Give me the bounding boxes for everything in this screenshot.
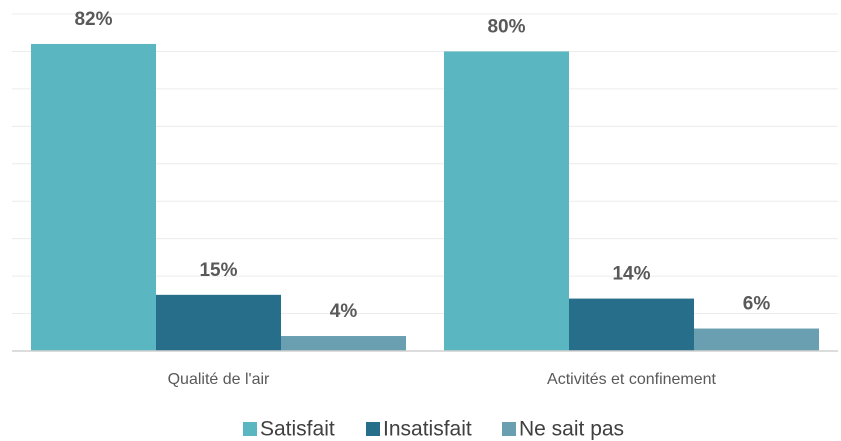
x-tick-label: Qualité de l'air — [168, 371, 270, 388]
value-label: 14% — [612, 264, 650, 285]
bar — [444, 51, 569, 351]
legend-label: Satisfait — [260, 418, 335, 441]
bar — [156, 294, 281, 351]
value-label: 4% — [330, 301, 358, 322]
value-label: 80% — [487, 16, 525, 37]
legend-label: Ne sait pas — [519, 418, 624, 441]
bar — [569, 298, 694, 351]
legend-label: Insatisfait — [383, 418, 472, 441]
legend-swatch — [502, 422, 516, 436]
value-label: 82% — [74, 9, 112, 30]
value-label: 6% — [743, 294, 771, 315]
legend-swatch — [243, 422, 257, 436]
value-label: 15% — [199, 260, 237, 281]
bar — [281, 336, 406, 351]
bar — [694, 328, 819, 351]
x-tick-label: Activités et confinement — [547, 371, 717, 388]
legend-swatch — [366, 422, 380, 436]
bar — [31, 43, 156, 351]
